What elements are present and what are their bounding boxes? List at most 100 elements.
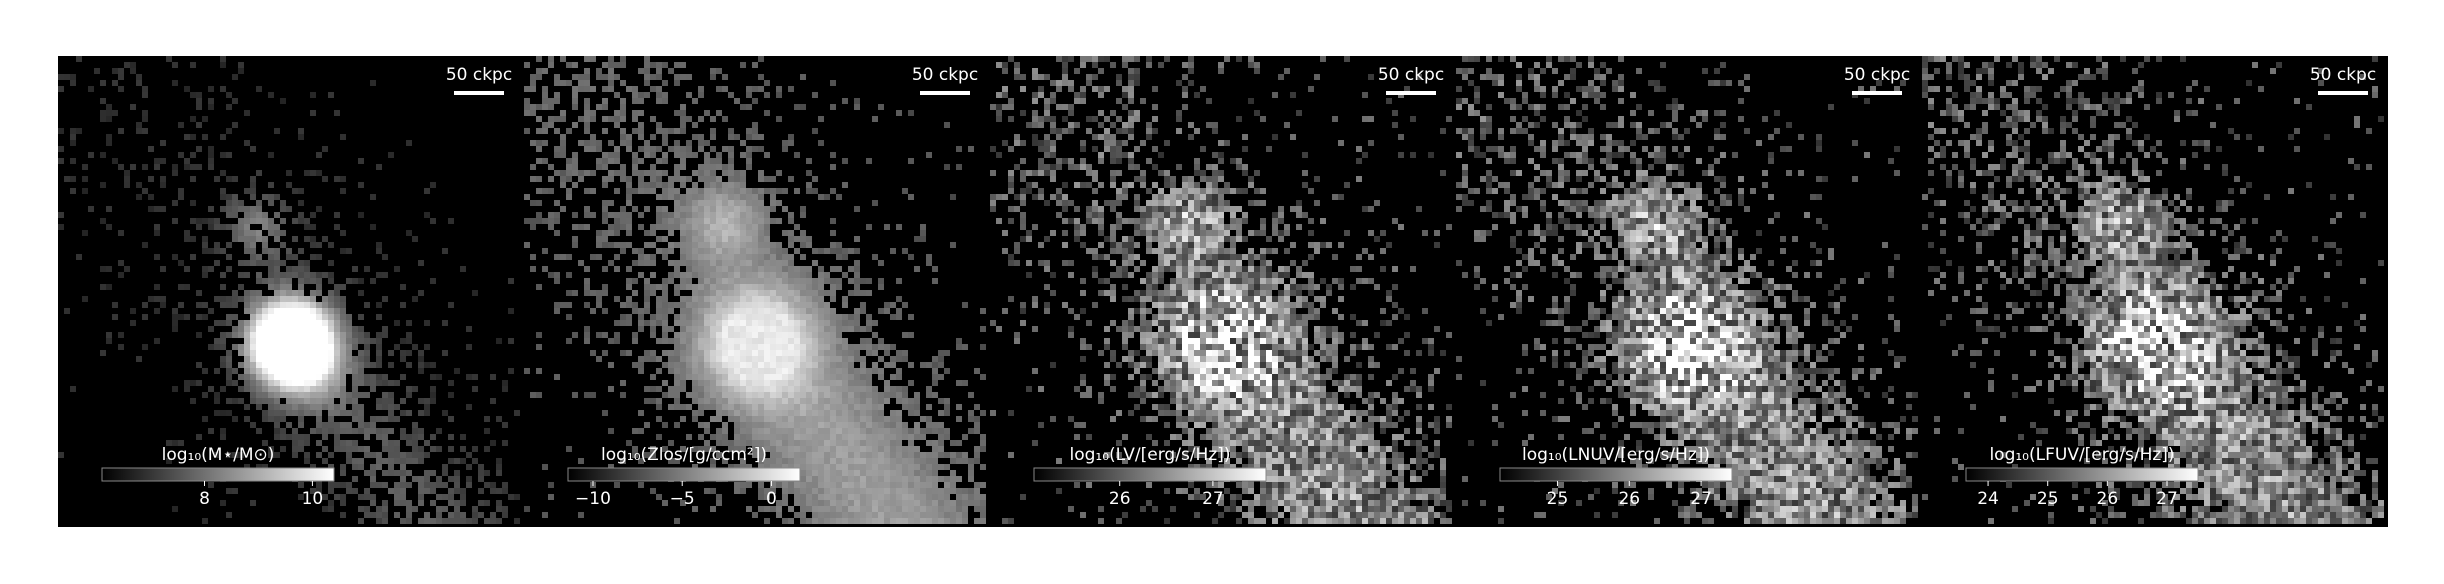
pixel <box>560 146 566 152</box>
pixel <box>956 476 962 482</box>
pixel <box>686 230 692 236</box>
pixel <box>794 338 800 344</box>
pixel <box>1020 236 1026 242</box>
pixel <box>824 512 830 518</box>
pixel <box>1098 230 1104 236</box>
pixel <box>710 350 716 356</box>
pixel <box>806 236 812 242</box>
pixel <box>806 170 812 176</box>
pixel <box>358 410 364 416</box>
pixel <box>1188 290 1194 296</box>
pixel <box>214 368 220 374</box>
pixel <box>1188 62 1194 68</box>
pixel <box>530 86 536 92</box>
pixel <box>788 362 794 368</box>
pixel <box>806 494 812 500</box>
pixel <box>662 188 668 194</box>
pixel <box>830 188 836 194</box>
pixel <box>734 446 740 452</box>
pixel <box>232 398 238 404</box>
pixel <box>1194 254 1200 260</box>
pixel <box>638 110 644 116</box>
pixel <box>728 284 734 290</box>
pixel <box>644 170 650 176</box>
pixel <box>208 152 214 158</box>
pixel <box>710 188 716 194</box>
pixel <box>884 344 890 350</box>
pixel <box>746 320 752 326</box>
pixel <box>1158 278 1164 284</box>
pixel <box>536 74 542 80</box>
pixel <box>914 500 920 506</box>
pixel <box>938 350 944 356</box>
pixel <box>394 512 400 518</box>
pixel <box>566 176 572 182</box>
pixel <box>602 350 608 356</box>
pixel <box>536 212 542 218</box>
pixel <box>394 380 400 386</box>
pixel <box>692 368 698 374</box>
pixel <box>1296 266 1302 272</box>
pixel <box>926 470 932 476</box>
pixel <box>1044 110 1050 116</box>
pixel <box>884 476 890 482</box>
pixel <box>938 422 944 428</box>
pixel <box>818 332 824 338</box>
pixel <box>752 404 758 410</box>
pixel <box>1374 200 1380 206</box>
pixel <box>728 164 734 170</box>
pixel <box>716 110 722 116</box>
pixel <box>830 344 836 350</box>
pixel <box>716 398 722 404</box>
pixel <box>262 356 268 362</box>
pixel <box>1050 140 1056 146</box>
pixel <box>328 452 334 458</box>
pixel <box>800 494 806 500</box>
pixel <box>824 392 830 398</box>
pixel <box>1290 302 1296 308</box>
pixel <box>1134 146 1140 152</box>
pixel <box>662 350 668 356</box>
pixel <box>388 362 394 368</box>
pixel <box>1272 218 1278 224</box>
pixel <box>758 248 764 254</box>
pixel <box>274 230 280 236</box>
pixel <box>728 410 734 416</box>
pixel <box>448 392 454 398</box>
pixel <box>166 440 172 446</box>
pixel <box>328 302 334 308</box>
pixel <box>878 398 884 404</box>
pixel <box>608 242 614 248</box>
pixel <box>256 464 262 470</box>
pixel <box>836 482 842 488</box>
pixel <box>310 170 316 176</box>
pixel <box>442 482 448 488</box>
pixel <box>346 338 352 344</box>
pixel <box>740 212 746 218</box>
pixel <box>322 380 328 386</box>
pixel <box>836 332 842 338</box>
pixel <box>1290 290 1296 296</box>
pixel <box>854 206 860 212</box>
pixel <box>650 374 656 380</box>
pixel <box>280 344 286 350</box>
pixel <box>1092 272 1098 278</box>
pixel <box>836 452 842 458</box>
pixel <box>944 464 950 470</box>
pixel <box>788 404 794 410</box>
pixel <box>974 506 980 512</box>
pixel <box>746 374 752 380</box>
pixel <box>352 278 358 284</box>
pixel <box>764 458 770 464</box>
pixel <box>268 368 274 374</box>
pixel <box>572 74 578 80</box>
pixel <box>250 332 256 338</box>
pixel <box>1212 260 1218 266</box>
pixel <box>1044 98 1050 104</box>
pixel <box>256 386 262 392</box>
pixel <box>298 344 304 350</box>
pixel <box>298 200 304 206</box>
pixel <box>698 230 704 236</box>
pixel <box>848 404 854 410</box>
pixel <box>632 86 638 92</box>
